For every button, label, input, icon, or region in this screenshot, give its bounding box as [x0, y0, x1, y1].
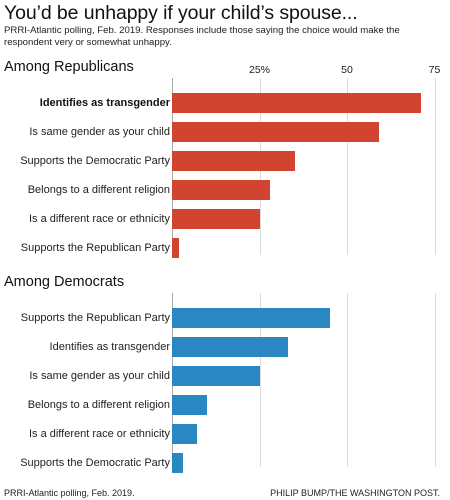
category-label: Supports the Democratic Party — [20, 457, 170, 469]
category-label: Is a different race or ethnicity — [28, 428, 170, 440]
bar — [172, 209, 260, 229]
gridline — [347, 78, 348, 255]
chart-subtitle: PRRI-Atlantic polling, Feb. 2019. Respon… — [4, 25, 400, 48]
bar — [172, 122, 379, 142]
bar — [172, 308, 330, 328]
bar — [172, 395, 207, 415]
category-label: Identifies as transgender — [39, 97, 170, 109]
bar — [172, 93, 421, 113]
gridline — [434, 78, 436, 255]
bar — [172, 366, 260, 386]
x-tick-label: 25% — [248, 64, 271, 76]
category-label: Is same gender as your child — [29, 126, 170, 138]
gridline — [347, 293, 348, 467]
category-label: Is a different race or ethnicity — [28, 213, 170, 225]
category-label: Belongs to a different religion — [27, 184, 170, 196]
gridline — [259, 293, 261, 467]
category-label: Identifies as transgender — [49, 341, 170, 353]
footer-credit: PHILIP BUMP/THE WASHINGTON POST. — [270, 488, 440, 498]
x-tick-label: 75 — [428, 64, 441, 76]
gridline — [434, 293, 436, 467]
category-label: Supports the Republican Party — [20, 312, 170, 324]
bar — [172, 453, 183, 473]
bar — [172, 238, 179, 258]
x-tick-label: 50 — [341, 64, 353, 76]
bar — [172, 337, 288, 357]
bar — [172, 424, 197, 444]
category-label: Supports the Democratic Party — [20, 155, 170, 167]
category-label: Is same gender as your child — [29, 370, 170, 382]
category-label: Belongs to a different religion — [27, 399, 170, 411]
republicans-section-title: Among Republicans — [4, 59, 134, 75]
democrats-section-title: Among Democrats — [4, 274, 125, 290]
category-label: Supports the Republican Party — [20, 242, 170, 254]
chart-title: You’d be unhappy if your child’s spouse.… — [4, 2, 358, 24]
footer-source: PRRI-Atlantic polling, Feb. 2019. — [4, 488, 135, 498]
bar — [172, 151, 295, 171]
bar — [172, 180, 270, 200]
